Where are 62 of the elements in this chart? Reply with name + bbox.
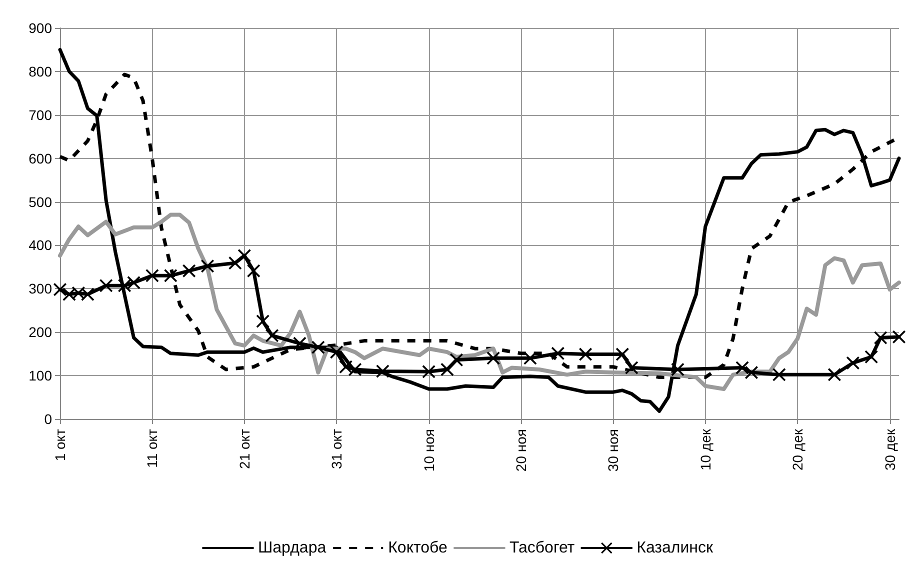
point — [256, 314, 270, 328]
x-tick-label: 31 окт — [328, 428, 345, 469]
point — [164, 269, 178, 282]
point — [247, 264, 260, 278]
legend-label: Тасбогет — [509, 540, 576, 556]
line-series — [58, 48, 901, 413]
y-tick-label: 900 — [28, 20, 52, 36]
y-tick-label: 700 — [28, 106, 52, 123]
point — [625, 361, 638, 374]
point — [118, 279, 132, 292]
y-tick-label: 0 — [44, 411, 52, 427]
x-tick-label: 21 окт — [236, 428, 252, 469]
y-tick-label: 600 — [28, 150, 52, 166]
x-tick-label: 1 окт — [52, 428, 68, 462]
point — [524, 352, 537, 365]
x-tick-label: 20 дек — [790, 428, 806, 471]
point — [201, 260, 214, 273]
point — [772, 368, 786, 382]
legend-label: Коктобе — [388, 540, 448, 556]
point — [348, 362, 362, 376]
point — [864, 350, 878, 364]
y-tick-label: 800 — [28, 63, 52, 80]
x-tick-label: 10 дек — [697, 428, 714, 471]
point — [293, 336, 306, 350]
point — [312, 340, 325, 354]
point — [228, 256, 242, 270]
point — [579, 348, 592, 361]
point — [422, 365, 436, 378]
point — [828, 368, 841, 382]
point — [127, 276, 140, 290]
point — [376, 364, 390, 378]
x-tick-label: 30 дек — [882, 428, 898, 471]
y-tick-label: 400 — [28, 237, 52, 254]
point — [330, 346, 344, 359]
point — [874, 331, 888, 344]
legend-label: Казалинск — [636, 540, 714, 556]
x-tick-label: 10 ноя — [420, 429, 437, 472]
x-tick-label: 11 окт — [144, 428, 160, 468]
y-tick-label: 200 — [28, 324, 52, 340]
point — [450, 353, 463, 366]
legend-label: Шардара — [258, 540, 326, 556]
point — [671, 362, 684, 376]
point — [54, 283, 66, 296]
point — [182, 264, 196, 278]
point — [100, 279, 113, 292]
point — [846, 356, 860, 370]
point — [266, 329, 279, 342]
x-tick-label: 30 ноя — [605, 429, 622, 472]
point — [551, 346, 564, 360]
y-tick-label: 100 — [28, 368, 52, 384]
point — [238, 249, 251, 262]
x-tick-label: 20 ноя — [512, 429, 529, 472]
point — [892, 330, 906, 344]
point — [146, 269, 159, 282]
y-tick-label: 300 — [28, 280, 52, 297]
point — [616, 348, 629, 361]
y-tick-label: 500 — [28, 194, 52, 210]
point — [339, 360, 352, 374]
point — [736, 361, 749, 374]
point — [744, 366, 758, 380]
point — [81, 288, 94, 301]
point — [486, 352, 500, 365]
